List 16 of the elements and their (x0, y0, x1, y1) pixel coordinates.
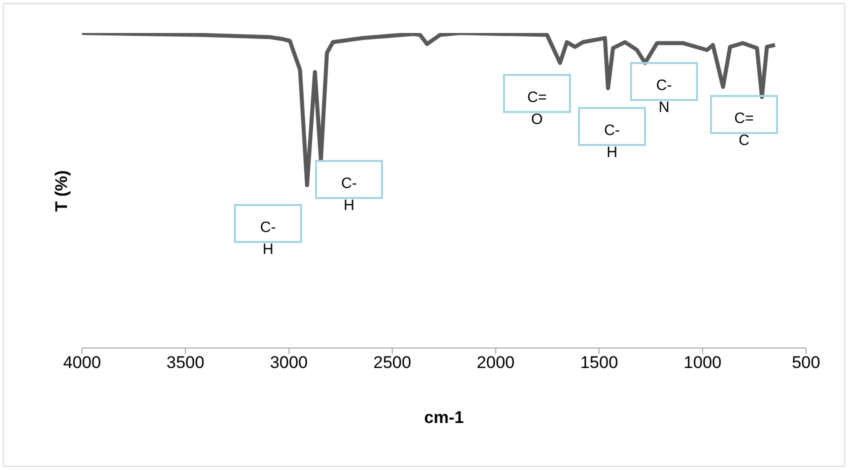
x-tick-label: 2000 (476, 353, 515, 372)
x-tick-label: 3000 (270, 353, 308, 372)
x-axis-title: cm-1 (423, 408, 465, 428)
y-axis-title: T (%) (52, 168, 72, 214)
x-tick-label: 1000 (684, 353, 722, 372)
annotation: C= C (733, 109, 755, 151)
annotation: C- H (603, 121, 621, 163)
x-tick-label: 4000 (63, 353, 101, 372)
x-tick-label: 3500 (166, 353, 204, 372)
x-tick-label: 2500 (373, 353, 412, 372)
annotation: C- H (340, 174, 358, 216)
annotation: C= O (526, 88, 548, 130)
annotation: C- N (655, 76, 673, 118)
x-tick-label: 1500 (580, 353, 618, 372)
x-tick-label: 500 (792, 353, 820, 372)
annotation: C- H (259, 218, 277, 260)
